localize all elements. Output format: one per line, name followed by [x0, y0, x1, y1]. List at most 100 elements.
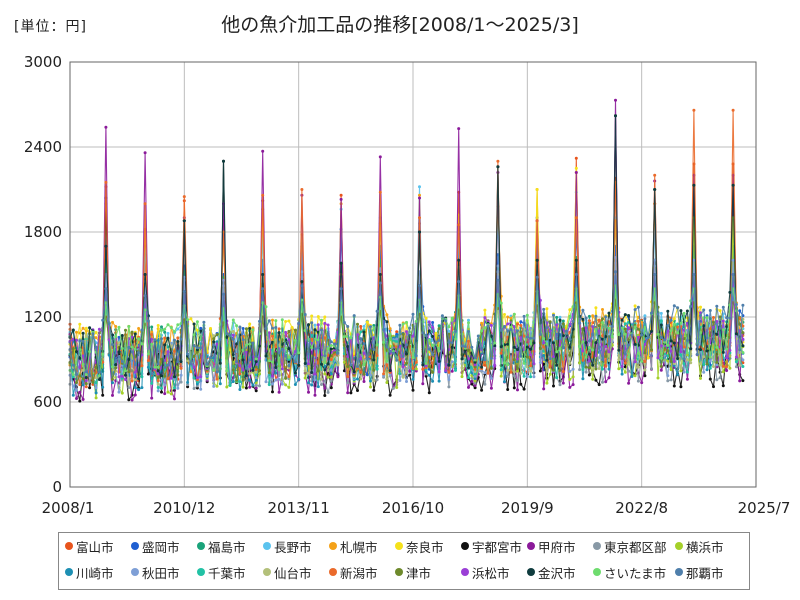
- data-point: [473, 379, 477, 383]
- data-point: [561, 381, 565, 385]
- data-point: [584, 370, 588, 374]
- data-point: [186, 359, 190, 363]
- data-point: [209, 327, 212, 330]
- data-point: [244, 374, 248, 377]
- data-point: [137, 337, 141, 341]
- data-point: [166, 377, 170, 381]
- legend-label: 浜松市: [472, 565, 510, 581]
- data-point: [682, 362, 686, 366]
- data-point: [650, 348, 653, 352]
- data-point: [303, 362, 307, 365]
- data-point: [725, 347, 729, 351]
- data-point: [672, 322, 676, 326]
- data-point: [284, 346, 288, 350]
- data-point: [685, 309, 689, 313]
- data-point: [672, 304, 676, 308]
- legend-label: 横浜市: [686, 539, 724, 555]
- data-point: [529, 369, 533, 373]
- legend-marker: [197, 568, 205, 576]
- data-point: [584, 365, 588, 369]
- series-19: [68, 284, 745, 378]
- data-point: [685, 358, 689, 362]
- data-point: [587, 352, 591, 356]
- data-point: [718, 315, 722, 319]
- data-point: [349, 391, 353, 395]
- data-point: [277, 351, 281, 355]
- data-point: [601, 380, 604, 384]
- data-point: [182, 219, 186, 223]
- data-point: [248, 342, 252, 346]
- data-point: [75, 381, 78, 384]
- data-point: [365, 357, 369, 361]
- data-point: [346, 391, 350, 395]
- data-point: [601, 317, 604, 321]
- data-point: [160, 386, 163, 390]
- data-point: [516, 388, 519, 392]
- data-point: [646, 336, 650, 340]
- data-point: [516, 357, 519, 361]
- data-point: [277, 368, 281, 372]
- data-point: [71, 363, 75, 367]
- data-point: [473, 358, 477, 362]
- data-point: [581, 349, 585, 353]
- data-point: [705, 362, 709, 366]
- data-point: [447, 378, 451, 382]
- data-point: [124, 369, 127, 373]
- data-point: [254, 357, 258, 361]
- data-point: [672, 360, 676, 363]
- data-point: [725, 356, 729, 360]
- data-point: [244, 386, 248, 390]
- data-point: [127, 370, 131, 374]
- data-point: [143, 273, 147, 276]
- data-point: [473, 374, 477, 378]
- data-point: [238, 380, 242, 384]
- data-point: [424, 368, 428, 372]
- data-point: [258, 372, 261, 376]
- data-point: [127, 358, 131, 361]
- data-point: [346, 381, 350, 385]
- data-point: [689, 304, 693, 308]
- data-point: [535, 258, 539, 262]
- data-point: [604, 335, 608, 338]
- chart-title: 他の魚介加工品の推移[2008/1～2025/3]: [221, 14, 579, 36]
- data-point: [385, 363, 389, 367]
- data-point: [114, 325, 118, 328]
- data-point: [166, 331, 170, 335]
- data-point: [176, 360, 180, 364]
- data-point: [725, 365, 729, 369]
- data-point: [587, 346, 591, 349]
- data-point: [271, 382, 274, 386]
- data-point: [427, 365, 431, 369]
- data-point: [614, 256, 617, 259]
- data-point: [310, 346, 314, 350]
- data-point: [124, 364, 127, 368]
- data-point: [150, 333, 154, 336]
- data-point: [685, 353, 689, 357]
- data-point: [597, 324, 601, 327]
- data-point: [359, 357, 363, 361]
- legend-marker: [675, 542, 683, 550]
- data-point: [166, 390, 170, 394]
- x-tick-label: 2019/9: [501, 499, 554, 517]
- data-point: [277, 377, 281, 381]
- data-point: [169, 392, 173, 396]
- data-point: [450, 345, 454, 349]
- data-point: [512, 325, 516, 329]
- data-point: [290, 326, 294, 329]
- data-point: [163, 343, 167, 347]
- data-point: [267, 383, 271, 387]
- data-point: [679, 366, 683, 370]
- data-point: [483, 358, 487, 362]
- data-point: [173, 330, 176, 334]
- data-point: [120, 391, 124, 395]
- data-point: [215, 384, 219, 388]
- data-point: [483, 326, 487, 330]
- data-point: [75, 330, 78, 334]
- y-tick-label: 2400: [24, 138, 62, 156]
- data-point: [140, 342, 144, 346]
- data-point: [81, 397, 85, 401]
- data-point: [692, 183, 696, 187]
- data-point: [166, 363, 170, 367]
- data-point: [457, 258, 461, 262]
- data-point: [313, 323, 317, 327]
